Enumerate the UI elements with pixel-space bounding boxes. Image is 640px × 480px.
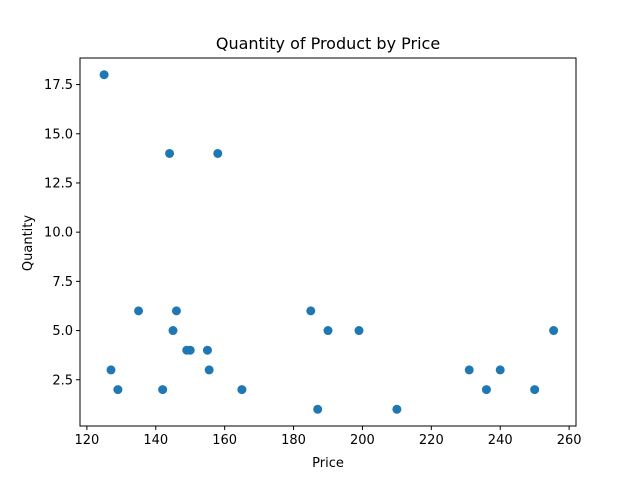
y-tick-label: 7.5 [52, 275, 73, 290]
y-tick-label: 2.5 [52, 373, 73, 388]
axes-frame [79, 57, 577, 427]
plot-area: 120 140 160 180 200 220 240 260 2.5 5.0 7.5 10.0 12.… [44, 57, 582, 448]
x-tick-label: 160 [212, 433, 237, 448]
data-point [106, 365, 116, 375]
y-tick-label: 10.0 [44, 226, 73, 241]
x-tick-label: 200 [350, 433, 375, 448]
data-point [313, 404, 323, 414]
data-point [99, 70, 109, 80]
data-point [323, 326, 333, 336]
chart-title: Quantity of Product by Price [216, 34, 440, 53]
x-tick-label: 260 [557, 433, 582, 448]
data-point [392, 404, 402, 414]
x-tick-label: 240 [488, 433, 513, 448]
x-tick-label: 120 [74, 433, 99, 448]
data-point [213, 148, 223, 158]
data-point [237, 385, 247, 395]
y-axis-label: Quantity [21, 215, 36, 271]
y-tick-label: 17.5 [44, 78, 73, 93]
data-point [530, 385, 540, 395]
data-point [185, 345, 195, 355]
data-point [113, 385, 123, 395]
x-axis-label: Price [312, 456, 344, 471]
y-tick-label: 5.0 [52, 324, 73, 339]
data-point [549, 326, 559, 336]
data-point [158, 385, 168, 395]
x-tick-label: 140 [143, 433, 168, 448]
data-point [481, 385, 491, 395]
data-point [354, 326, 364, 336]
data-point [202, 345, 212, 355]
data-point [495, 365, 505, 375]
data-point [134, 306, 144, 316]
data-point [171, 306, 181, 316]
y-tick-label: 12.5 [44, 176, 73, 191]
data-point [165, 148, 175, 158]
data-point [204, 365, 214, 375]
data-point [464, 365, 474, 375]
data-point [306, 306, 316, 316]
data-point [168, 326, 178, 336]
x-tick-label: 220 [419, 433, 444, 448]
y-tick-label: 15.0 [44, 127, 73, 142]
x-tick-label: 180 [281, 433, 306, 448]
